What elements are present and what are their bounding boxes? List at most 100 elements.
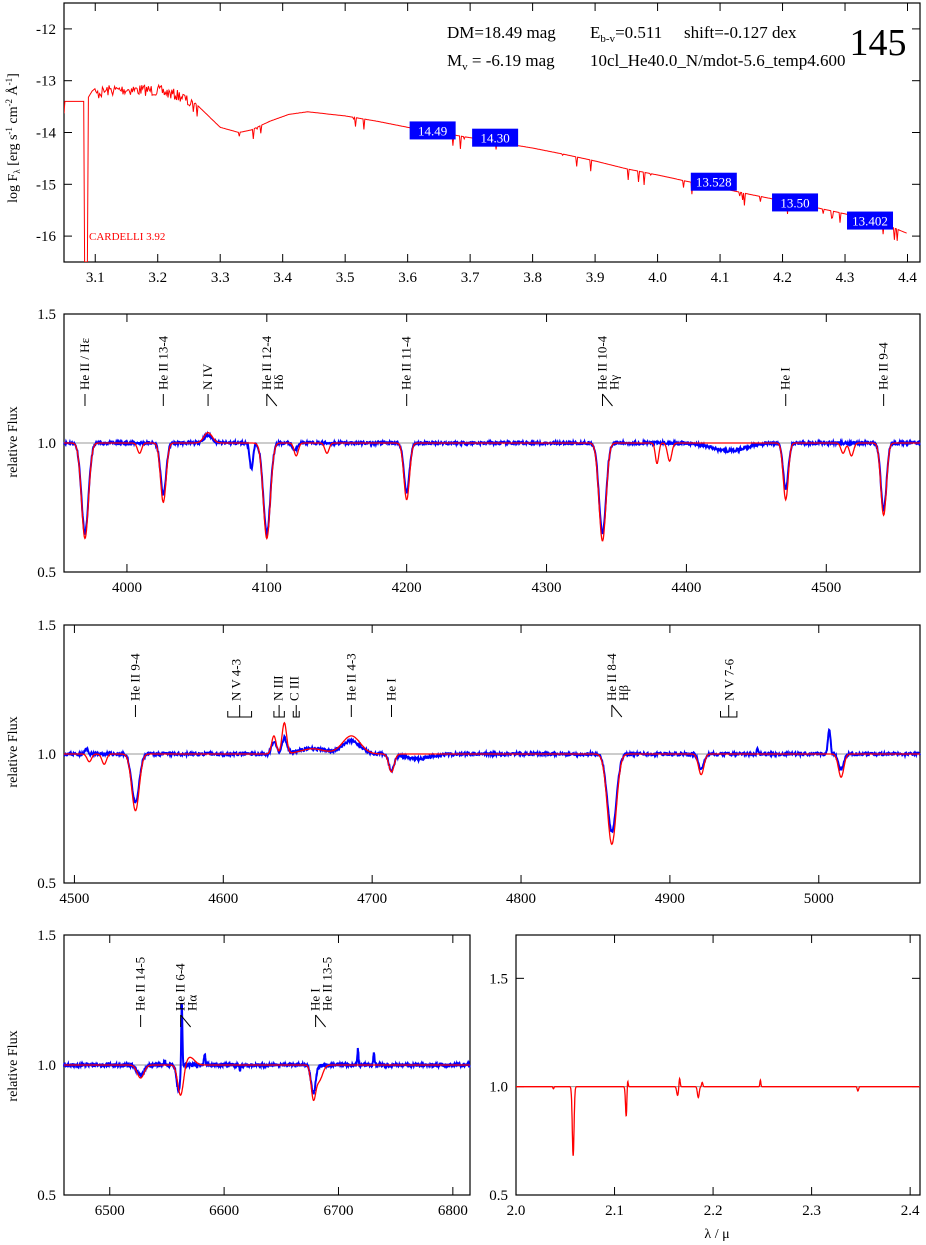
sed-ytick-label: -16 — [36, 229, 56, 245]
sed-xtick-label: 3.5 — [336, 270, 355, 286]
sed-xtick-label: 4.1 — [711, 270, 730, 286]
ir-xtick-label: 2.4 — [901, 1203, 920, 1219]
infrared-panel: λ / μ 2.0 2.1 2.2 2.3 2.4 0.5 1.0 1.5 — [489, 934, 921, 1242]
sed-model-spectrum — [64, 83, 907, 262]
line-id-label: Hα — [185, 995, 200, 1011]
ir-plot-frame — [515, 934, 921, 1196]
blue-spectrum-panel-2: relative Flux 4500 4600 4700 4800 4900 5000 0.… — [6, 618, 921, 907]
line-id-label: Hδ — [271, 374, 286, 390]
info-mv: Mv = -6.19 mag — [447, 51, 555, 73]
line-id-label: He II 12-4 — [259, 335, 274, 390]
blue1-xtick-label: 4000 — [112, 580, 142, 596]
line-id-bracket — [273, 705, 285, 718]
blue2-xtick-label: 5000 — [804, 891, 834, 907]
line-id-label: He II 6-4 — [173, 963, 188, 1011]
blue2-xtick-label: 4500 — [59, 891, 89, 907]
blue-spectrum-panel-1: relative Flux 4000 4100 4200 4300 4400 4500 0.… — [6, 307, 921, 596]
halpha-model-spectrum — [64, 1056, 470, 1102]
line-id-label: Hβ — [616, 685, 631, 701]
halpha-ytick-label: 0.5 — [37, 1188, 56, 1204]
info-model: 10cl_He40.0_N/mdot-5.6_temp4.600 — [590, 51, 845, 70]
photometry-label: 13.402 — [852, 214, 888, 229]
photometry-box — [409, 121, 456, 140]
line-id-label: He II / Hε — [77, 337, 92, 390]
blue2-observed-spectrum — [63, 727, 921, 834]
photometry-label: 14.30 — [480, 131, 509, 146]
line-id-label: He I — [778, 367, 793, 390]
sed-ytick-label: -15 — [36, 177, 56, 193]
sed-xtick-label: 3.7 — [461, 270, 480, 286]
blue1-model-spectrum — [64, 432, 920, 542]
ir-xtick-label: 2.3 — [802, 1203, 821, 1219]
line-id-label: He II 13-4 — [155, 335, 170, 390]
sed-xtick-label: 3.1 — [86, 270, 105, 286]
photometry-label: 14.49 — [418, 123, 447, 138]
sed-xtick-label: 4.4 — [898, 270, 917, 286]
line-id-label: He II 11-4 — [399, 336, 414, 390]
sed-xtick-label: 3.6 — [398, 270, 417, 286]
blue2-xtick-label: 4900 — [655, 891, 685, 907]
photometry-box — [472, 128, 519, 147]
ir-model-spectrum — [516, 1076, 920, 1156]
blue1-ytick-label: 0.5 — [37, 565, 56, 581]
line-id-label: He II 4-3 — [343, 653, 358, 701]
sed-xtick-label: 3.3 — [211, 270, 230, 286]
line-id-tick-secondary — [266, 393, 278, 407]
sed-annotation: CARDELLI 3.92 — [89, 231, 165, 243]
halpha-xtick-label: 6500 — [95, 1203, 125, 1219]
line-id-label: He II 9-4 — [127, 653, 142, 701]
line-id-tick-secondary — [315, 1014, 326, 1028]
blue1-ytick-label: 1.0 — [37, 436, 56, 452]
blue1-xtick-label: 4200 — [392, 580, 422, 596]
halpha-observed-spectrum — [63, 1003, 471, 1095]
info-ebv: Eb-v=0.511 — [590, 23, 662, 45]
info-dm: DM=18.49 mag — [447, 23, 556, 42]
line-id-tick-secondary — [180, 1014, 192, 1028]
info-shift: shift=-0.127 dex — [684, 23, 797, 42]
blue1-xtick-label: 4500 — [811, 580, 841, 596]
sed-xtick-label: 3.4 — [273, 270, 292, 286]
halpha-ytick-label: 1.5 — [37, 928, 56, 944]
panel-number: 145 — [850, 22, 907, 64]
blue1-xtick-label: 4100 — [252, 580, 282, 596]
ir-xtick-label: 2.1 — [605, 1203, 624, 1219]
line-id-label: He II 8-4 — [604, 653, 619, 701]
ir-ytick-label: 1.5 — [489, 971, 508, 987]
sed-xtick-label: 4.2 — [773, 270, 792, 286]
blue2-ylabel: relative Flux — [6, 716, 21, 787]
blue2-xtick-label: 4800 — [506, 891, 536, 907]
line-id-label: N V 4-3 — [229, 659, 244, 701]
photometry-label: 13.50 — [780, 195, 809, 210]
line-id-label: He I — [308, 988, 323, 1011]
sed-ytick-label: -12 — [36, 22, 56, 38]
blue1-xtick-label: 4300 — [532, 580, 562, 596]
blue2-xtick-label: 4600 — [208, 891, 238, 907]
blue2-xtick-label: 4700 — [357, 891, 387, 907]
halpha-ylabel: relative Flux — [6, 1030, 21, 1101]
line-id-bracket — [292, 705, 300, 718]
sed-xtick-label: 3.8 — [523, 270, 542, 286]
line-id-label: He II 13-5 — [320, 957, 335, 1011]
blue2-ytick-label: 0.5 — [37, 876, 56, 892]
halpha-panel: relative Flux 6500 6600 6700 6800 0.5 1.0 1.5 H… — [6, 928, 471, 1219]
sed-xtick-label: 4.0 — [648, 270, 667, 286]
sed-ylabel: log Fλ [erg s-1 cm-2 Å-1] — [4, 73, 22, 203]
halpha-xtick-label: 6700 — [323, 1203, 353, 1219]
blue1-ytick-label: 1.5 — [37, 307, 56, 323]
ir-ytick-label: 1.0 — [489, 1080, 508, 1096]
blue2-ytick-label: 1.0 — [37, 747, 56, 763]
ir-xlabel: λ / μ — [704, 1227, 729, 1242]
photometry-box — [772, 193, 819, 212]
line-id-label: N IV — [200, 363, 215, 390]
sed-panel: 145 DM=18.49 mag Mv = -6.19 mag Eb-v=0.5… — [4, 2, 921, 286]
photometry-box — [847, 211, 894, 230]
line-id-tick-secondary — [602, 393, 613, 407]
line-id-bracket — [227, 705, 253, 718]
blue2-model-spectrum — [64, 721, 920, 846]
line-id-label: He I — [384, 678, 399, 701]
line-id-label: C III — [287, 676, 302, 701]
halpha-xtick-label: 6600 — [209, 1203, 239, 1219]
blue1-xtick-label: 4400 — [671, 580, 701, 596]
line-id-label: He II 9-4 — [876, 342, 891, 390]
